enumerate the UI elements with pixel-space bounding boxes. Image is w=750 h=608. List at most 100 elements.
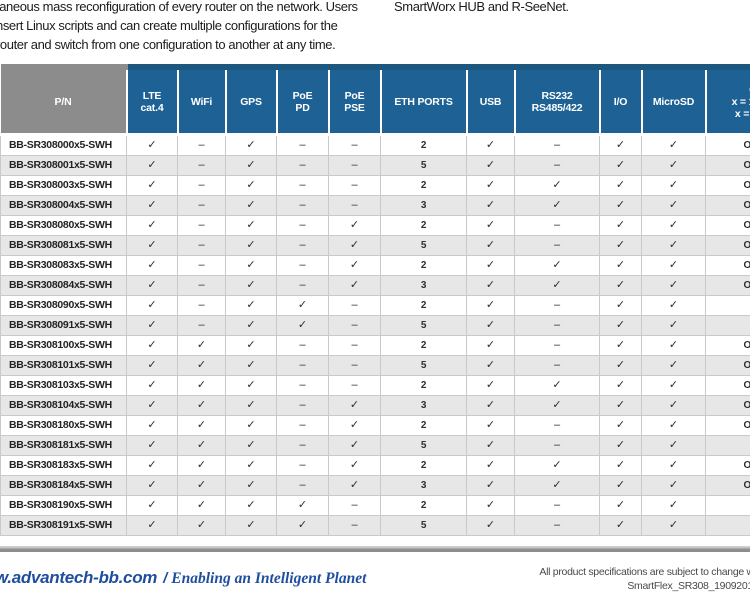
table-row: BB-SR308004x5-SWH✓–✓––3✓✓✓✓Optional	[0, 195, 750, 216]
pn-cell: BB-SR308180x5-SWH	[0, 415, 127, 436]
value-cell: Optional	[705, 134, 750, 156]
value-cell: –	[514, 515, 600, 536]
value-cell: ✓	[225, 215, 277, 236]
value-cell: ✓	[276, 515, 329, 536]
value-cell: –	[177, 175, 226, 196]
value-cell: 3	[380, 195, 467, 216]
value-cell: –	[177, 315, 226, 336]
value-cell: Optional	[705, 335, 750, 356]
value-cell: 5	[380, 355, 467, 376]
value-cell: Optional	[705, 455, 750, 476]
pn-cell: BB-SR308101x5-SWH	[0, 355, 127, 376]
value-cell: ✓	[514, 195, 600, 216]
value-cell: –	[514, 415, 600, 436]
table-row: BB-SR308191x5-SWH✓✓✓✓–5✓–✓✓2	[0, 515, 750, 536]
table-row: BB-SR308190x5-SWH✓✓✓✓–2✓–✓✓2	[0, 495, 750, 516]
column-header-gps: GPS	[224, 64, 277, 136]
pn-cell: BB-SR308081x5-SWH	[0, 235, 127, 256]
value-cell: ✓	[177, 355, 226, 376]
value-cell: –	[276, 195, 329, 216]
pn-cell: BB-SR308191x5-SWH	[0, 515, 127, 536]
value-cell: –	[177, 215, 226, 236]
value-cell: ✓	[225, 415, 277, 436]
table-row: BB-SR308083x5-SWH✓–✓–✓2✓✓✓✓Optional	[0, 255, 750, 276]
value-cell: ✓	[466, 235, 515, 256]
column-header-poe-pd: PoE PD	[275, 64, 329, 136]
table-row: BB-SR308080x5-SWH✓–✓–✓2✓–✓✓Optional	[0, 215, 750, 236]
intro-paragraph-left: taneous mass reconfiguration of every ro…	[0, 0, 396, 54]
intro-paragraph-right: SmartWorx HUB and R-SeeNet.	[394, 0, 569, 14]
value-cell: 2	[380, 295, 467, 316]
value-cell: ✓	[641, 475, 706, 496]
value-cell: ✓	[641, 335, 706, 356]
value-cell: ✓	[599, 275, 642, 296]
value-cell: ✓	[599, 495, 642, 516]
value-cell: –	[177, 235, 226, 256]
value-cell: ✓	[126, 295, 178, 316]
value-cell: 2	[380, 415, 467, 436]
value-cell: ✓	[599, 155, 642, 176]
value-cell: –	[328, 195, 381, 216]
value-cell: 2	[380, 335, 467, 356]
footer-brand: w.advantech-bb.com / Enabling an Intellige…	[0, 568, 366, 588]
value-cell: ✓	[466, 395, 515, 416]
value-cell: –	[276, 255, 329, 276]
value-cell: 2	[380, 375, 467, 396]
value-cell: ✓	[126, 315, 178, 336]
value-cell: –	[177, 295, 226, 316]
column-header-io: I/O	[598, 64, 642, 136]
intro-line: taneous mass reconfiguration of every ro…	[0, 0, 358, 14]
value-cell: ✓	[126, 175, 178, 196]
value-cell: ✓	[225, 475, 277, 496]
value-cell: ✓	[514, 255, 600, 276]
table-row: BB-SR308084x5-SWH✓–✓–✓3✓✓✓✓Optional	[0, 275, 750, 296]
value-cell: –	[328, 155, 381, 176]
value-cell: Optional	[705, 395, 750, 416]
pn-cell: BB-SR308190x5-SWH	[0, 495, 127, 516]
value-cell: ✓	[599, 435, 642, 456]
value-cell: –	[514, 335, 600, 356]
footer-website: w.advantech-bb.com	[0, 568, 158, 587]
value-cell: ✓	[466, 295, 515, 316]
value-cell: Optional	[705, 175, 750, 196]
pn-cell: BB-SR308184x5-SWH	[0, 475, 127, 496]
value-cell: 5	[380, 515, 467, 536]
value-cell: –	[276, 235, 329, 256]
value-cell: 3	[380, 275, 467, 296]
value-cell: –	[276, 134, 329, 156]
value-cell: Optional	[705, 255, 750, 276]
value-cell: ✓	[225, 515, 277, 536]
value-cell: 2	[380, 255, 467, 276]
value-cell: ✓	[126, 355, 178, 376]
value-cell: –	[514, 435, 600, 456]
pn-cell: BB-SR308001x5-SWH	[0, 155, 127, 176]
value-cell: ✓	[126, 395, 178, 416]
value-cell: 2	[380, 134, 467, 156]
pn-cell: BB-SR308004x5-SWH	[0, 195, 127, 216]
value-cell: ✓	[328, 235, 381, 256]
column-header-eth-ports: ETH PORTS	[379, 64, 467, 136]
pn-cell: BB-SR308100x5-SWH	[0, 335, 127, 356]
value-cell: ✓	[466, 375, 515, 396]
footer-note-line1: All product specifications are subject t…	[539, 566, 750, 578]
value-cell: ✓	[225, 155, 277, 176]
value-cell: ✓	[225, 355, 277, 376]
value-cell: ✓	[641, 375, 706, 396]
value-cell: ✓	[225, 495, 277, 516]
column-header-pn: P/N	[0, 64, 127, 136]
value-cell: ✓	[514, 375, 600, 396]
value-cell: ✓	[599, 395, 642, 416]
value-cell: ✓	[514, 175, 600, 196]
pn-cell: BB-SR308104x5-SWH	[0, 395, 127, 416]
table-row: BB-SR308001x5-SWH✓–✓––5✓–✓✓Optional	[0, 155, 750, 176]
value-cell: Optional	[705, 275, 750, 296]
value-cell: Optional	[705, 355, 750, 376]
value-cell: Optional	[705, 235, 750, 256]
value-cell: ✓	[225, 195, 277, 216]
value-cell: Optional	[705, 475, 750, 496]
value-cell: ✓	[641, 175, 706, 196]
value-cell: ✓	[599, 355, 642, 376]
pn-cell: BB-SR308091x5-SWH	[0, 315, 127, 336]
value-cell: –	[514, 235, 600, 256]
value-cell: –	[514, 215, 600, 236]
